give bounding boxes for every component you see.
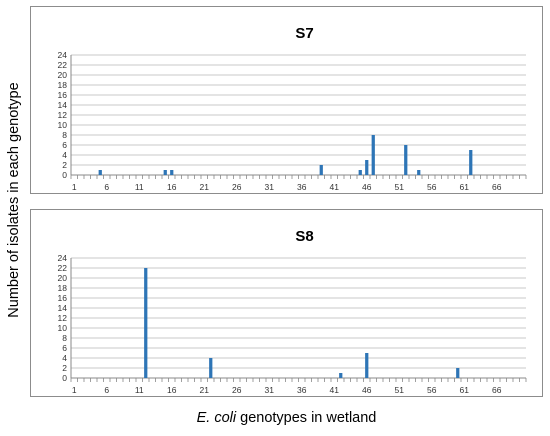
x-tick-label: 26 [232, 385, 242, 395]
x-axis-label: E. coli genotypes in wetland [30, 410, 543, 426]
x-tick-label: 36 [297, 385, 307, 395]
x-tick-label: 16 [167, 182, 177, 192]
y-tick-label: 22 [58, 60, 68, 70]
x-tick-label: 56 [427, 182, 437, 192]
x-tick-label: 51 [395, 182, 405, 192]
x-tick-label: 21 [200, 182, 210, 192]
x-tick-label: 61 [460, 182, 470, 192]
x-tick-label: 66 [492, 385, 502, 395]
bar [339, 373, 343, 378]
x-tick-label: 36 [297, 182, 307, 192]
x-tick-label: 66 [492, 182, 502, 192]
y-tick-label: 20 [58, 273, 68, 283]
bar [417, 170, 421, 175]
y-tick-label: 10 [58, 120, 68, 130]
y-tick-label: 20 [58, 70, 68, 80]
chart-title: S8 [295, 228, 313, 245]
chart-panel-s7: S7 0 2 4 6 8 10 12 14 16 18 20 22 24 1 6 11 16 21 26 31 36 41 4… [30, 6, 543, 194]
bar [404, 145, 408, 175]
y-tick-label: 24 [58, 253, 68, 263]
x-tick-label: 1 [72, 182, 77, 192]
x-tick-label: 1 [72, 385, 77, 395]
x-tick-label: 31 [265, 385, 275, 395]
x-tick-label: 11 [135, 182, 144, 192]
y-tick-label: 10 [58, 323, 68, 333]
bar [469, 150, 473, 175]
y-tick-label: 12 [58, 110, 68, 120]
y-axis-label-text: Number of isolates in each genotype [6, 82, 22, 318]
x-tick-label: 6 [104, 385, 109, 395]
bar [365, 160, 369, 175]
bar [170, 170, 174, 175]
x-tick-label: 31 [265, 182, 275, 192]
y-tick-label: 4 [62, 150, 67, 160]
bar [98, 170, 102, 175]
y-tick-label: 6 [62, 140, 67, 150]
x-tick-label: 61 [460, 385, 470, 395]
x-tick-label: 51 [395, 385, 405, 395]
x-tick-label: 11 [135, 385, 144, 395]
y-axis-label: Number of isolates in each genotype [2, 10, 26, 390]
y-tick-label: 22 [58, 263, 68, 273]
x-tick-label: 46 [362, 182, 372, 192]
x-tick-label: 16 [167, 385, 177, 395]
x-tick-label: 56 [427, 385, 437, 395]
y-tick-label: 24 [58, 50, 68, 60]
x-tick-label: 21 [200, 385, 210, 395]
y-tick-label: 16 [58, 293, 68, 303]
x-tick-label: 41 [330, 182, 340, 192]
bar [209, 358, 213, 378]
y-tick-label: 14 [58, 303, 68, 313]
y-tick-label: 0 [62, 170, 67, 180]
bar [371, 135, 375, 175]
x-tick-label: 6 [104, 182, 109, 192]
x-axis-label-rest: genotypes in wetland [236, 410, 377, 426]
x-tick-label: 26 [232, 182, 242, 192]
bar [163, 170, 167, 175]
y-tick-label: 6 [62, 343, 67, 353]
bar [144, 268, 148, 378]
chart-title: S7 [295, 25, 313, 42]
y-tick-label: 12 [58, 313, 68, 323]
y-tick-label: 2 [62, 363, 67, 373]
chart-panel-s8: S8 0 2 4 6 8 10 12 14 16 18 20 22 24 1 6 11 16 21 26 31 36 41 4… [30, 209, 543, 397]
y-tick-label: 8 [62, 333, 67, 343]
x-axis-label-italic: E. coli [196, 410, 237, 426]
x-tick-label: 46 [362, 385, 372, 395]
y-tick-label: 8 [62, 130, 67, 140]
y-tick-label: 4 [62, 353, 67, 363]
y-tick-label: 14 [58, 100, 68, 110]
y-tick-label: 2 [62, 160, 67, 170]
y-tick-label: 18 [58, 283, 68, 293]
bar [358, 170, 362, 175]
bar [365, 353, 369, 378]
x-tick-label: 41 [330, 385, 340, 395]
bar [456, 368, 460, 378]
bar [319, 165, 323, 175]
y-tick-label: 0 [62, 373, 67, 383]
y-tick-label: 16 [58, 90, 68, 100]
y-tick-label: 18 [58, 80, 68, 90]
